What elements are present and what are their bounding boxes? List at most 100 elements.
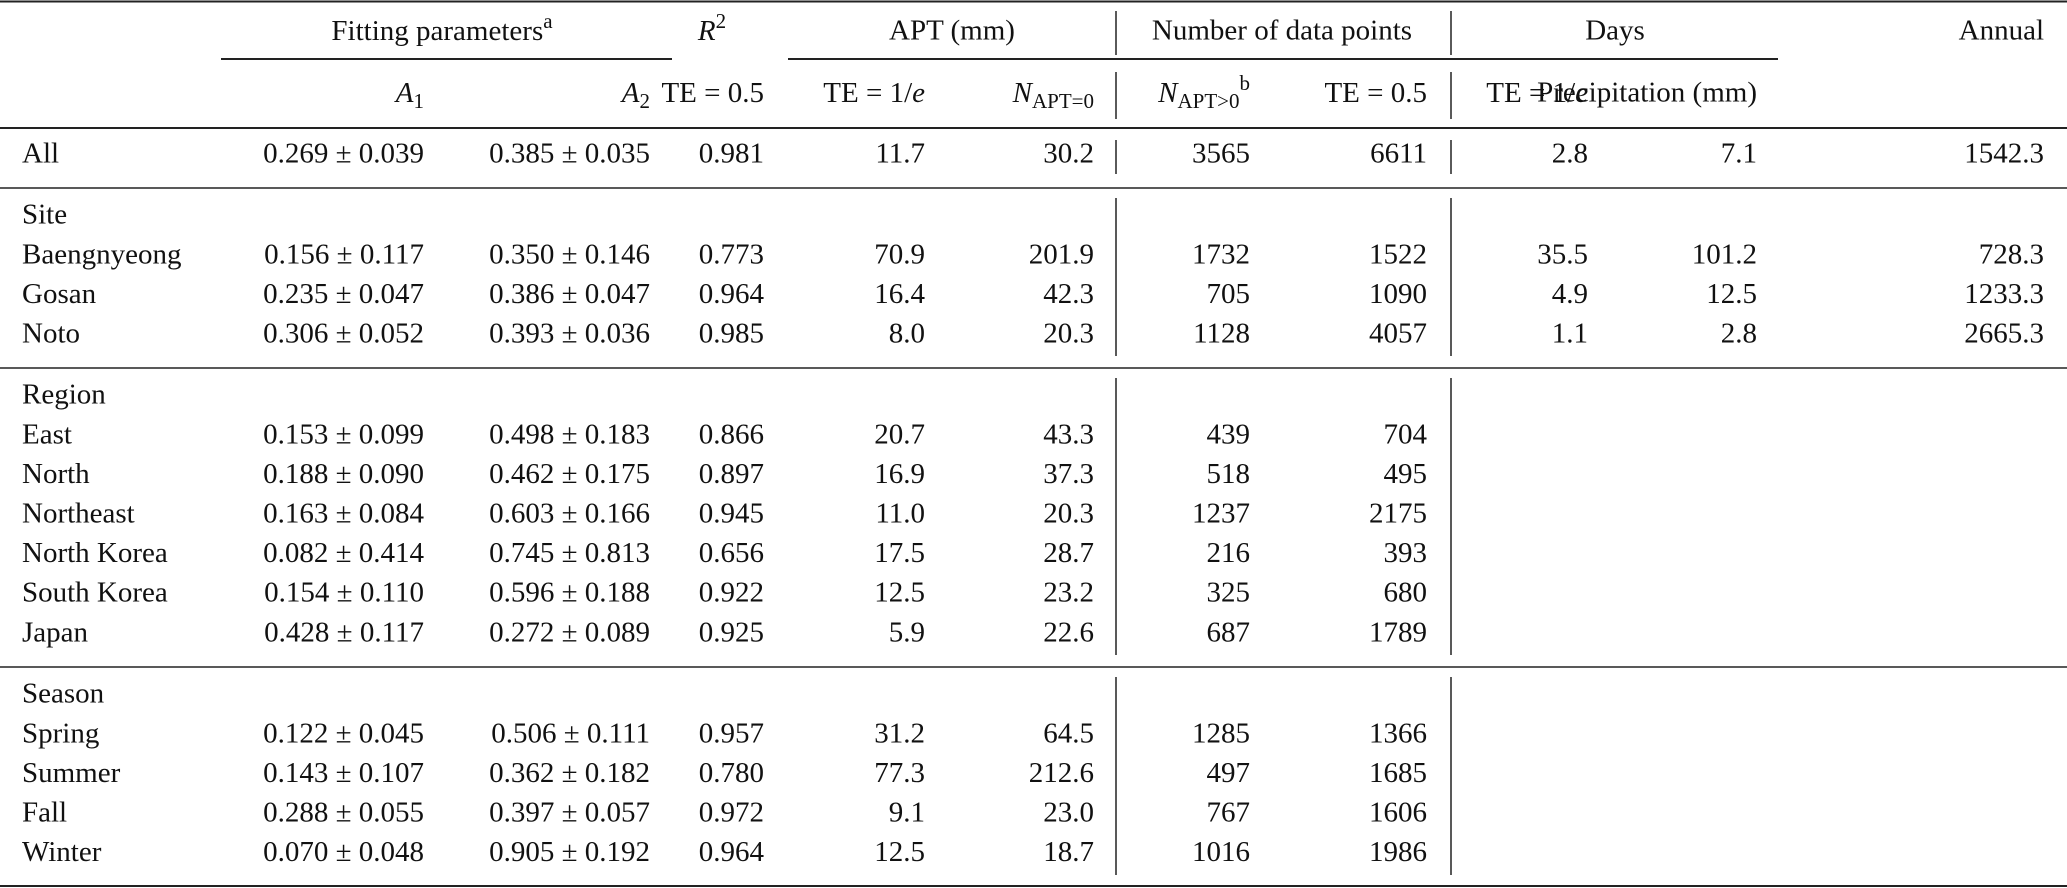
cell-text: 12.5	[874, 577, 925, 609]
cell-text: 0.362 ± 0.182	[489, 757, 650, 789]
cell-text: 0.143 ± 0.107	[263, 757, 424, 789]
cell-text: Season	[22, 678, 105, 710]
cell-text: 0.985	[699, 317, 764, 349]
text-part: e	[1575, 77, 1588, 109]
cell-text: 77.3	[874, 757, 925, 789]
cell-text: Days	[1585, 15, 1645, 47]
cell-text: 1542.3	[1964, 138, 2044, 170]
cell-text: 0.897	[699, 458, 764, 490]
cell-text: Winter	[22, 836, 102, 868]
cell-text: 20.3	[1043, 497, 1094, 529]
cell-text: 70.9	[874, 238, 925, 270]
cell-text: 2665.3	[1964, 317, 2044, 349]
cell-text: 18.7	[1043, 836, 1094, 868]
cell-text: 23.0	[1043, 796, 1094, 828]
cell-text: 12.5	[874, 836, 925, 868]
cell-text: 1090	[1369, 278, 1427, 310]
cell-text: 0.925	[699, 616, 764, 648]
text-part: TE = 1/	[1486, 77, 1576, 109]
cell-text: 1233.3	[1964, 278, 2044, 310]
cell-text: 31.2	[874, 717, 925, 749]
cell-text: 43.3	[1043, 418, 1094, 450]
cell-text: North	[22, 458, 90, 490]
cell-text: 0.780	[699, 757, 764, 789]
cell-text: Number of data points	[1152, 15, 1412, 47]
cell-text: 0.385 ± 0.035	[489, 138, 650, 170]
cell-text: 0.163 ± 0.084	[263, 497, 424, 529]
cell-text: 0.506 ± 0.111	[491, 717, 650, 749]
text-part: Fitting parameters	[331, 15, 543, 47]
cell-text: 0.288 ± 0.055	[263, 796, 424, 828]
cell-text: TE = 0.5	[1324, 77, 1427, 109]
cell-text: 4.9	[1552, 278, 1588, 310]
cell-text: 1237	[1192, 497, 1250, 529]
cell-text: NAPT=0	[1012, 77, 1094, 113]
cell-text: 1606	[1369, 796, 1427, 828]
cell-text: 0.596 ± 0.188	[489, 577, 650, 609]
cell-text: 11.7	[875, 138, 925, 170]
cell-text: 0.153 ± 0.099	[263, 418, 424, 450]
cell-text: 0.082 ± 0.414	[263, 537, 424, 569]
text-part: APT>0	[1177, 89, 1239, 113]
cell-text: 212.6	[1029, 757, 1094, 789]
cell-text: 16.9	[874, 458, 925, 490]
text-part: TE = 0.5	[661, 77, 764, 109]
cell-text: 0.922	[699, 577, 764, 609]
cell-text: 687	[1207, 616, 1251, 648]
text-part: APT=0	[1032, 89, 1094, 113]
cell-text: 0.393 ± 0.036	[489, 317, 650, 349]
cell-text: 5.9	[889, 616, 925, 648]
cell-text: 7.1	[1721, 138, 1757, 170]
cell-text: Japan	[22, 616, 89, 648]
cell-text: 0.981	[699, 138, 764, 170]
cell-text: 201.9	[1029, 238, 1094, 270]
cell-text: 216	[1207, 537, 1251, 569]
cell-text: 30.2	[1043, 138, 1094, 170]
cell-text: R2	[697, 9, 726, 47]
text-part: N	[1157, 77, 1179, 109]
cell-text: 0.188 ± 0.090	[263, 458, 424, 490]
cell-text: 0.773	[699, 238, 764, 270]
cell-text: 0.603 ± 0.166	[489, 497, 650, 529]
cell-text: 20.3	[1043, 317, 1094, 349]
cell-text: 22.6	[1043, 616, 1094, 648]
cell-text: 0.745 ± 0.813	[489, 537, 650, 569]
cell-text: 0.350 ± 0.146	[489, 238, 650, 270]
cell-text: 0.656	[699, 537, 764, 569]
cell-text: 0.945	[699, 497, 764, 529]
cell-text: 1732	[1192, 238, 1250, 270]
cell-text: Region	[22, 379, 106, 411]
cell-text: 0.386 ± 0.047	[489, 278, 650, 310]
cell-text: 0.154 ± 0.110	[264, 577, 424, 609]
cell-text: A1	[394, 77, 424, 113]
cell-text: 2.8	[1721, 317, 1757, 349]
cell-text: 2175	[1369, 497, 1427, 529]
cell-text: Fitting parametersa	[331, 9, 553, 47]
cell-text: 0.306 ± 0.052	[263, 317, 424, 349]
cell-text: South Korea	[22, 577, 168, 609]
text-part: 2	[716, 9, 727, 33]
cell-text: Gosan	[22, 278, 97, 310]
cell-text: 0.070 ± 0.048	[263, 836, 424, 868]
cell-text: 497	[1207, 757, 1251, 789]
cell-text: 0.428 ± 0.117	[264, 616, 424, 648]
cell-text: 680	[1384, 577, 1428, 609]
cell-text: 101.2	[1692, 238, 1757, 270]
cell-text: 0.272 ± 0.089	[489, 616, 650, 648]
cell-text: TE = 1/e	[1486, 77, 1588, 109]
text-part: A	[620, 77, 640, 109]
cell-text: 1522	[1369, 238, 1427, 270]
cell-text: 11.0	[875, 497, 925, 529]
text-part: N	[1012, 77, 1034, 109]
cell-text: 1366	[1369, 717, 1427, 749]
cell-text: Spring	[22, 717, 99, 749]
cell-text: 28.7	[1043, 537, 1094, 569]
cell-text: 0.269 ± 0.039	[263, 138, 424, 170]
cell-text: 0.498 ± 0.183	[489, 418, 650, 450]
cell-text: 0.397 ± 0.057	[489, 796, 650, 828]
cell-text: 1285	[1192, 717, 1250, 749]
cell-text: 6611	[1370, 138, 1427, 170]
cell-text: 495	[1384, 458, 1428, 490]
cell-text: Precipitation (mm)	[1537, 77, 1757, 109]
